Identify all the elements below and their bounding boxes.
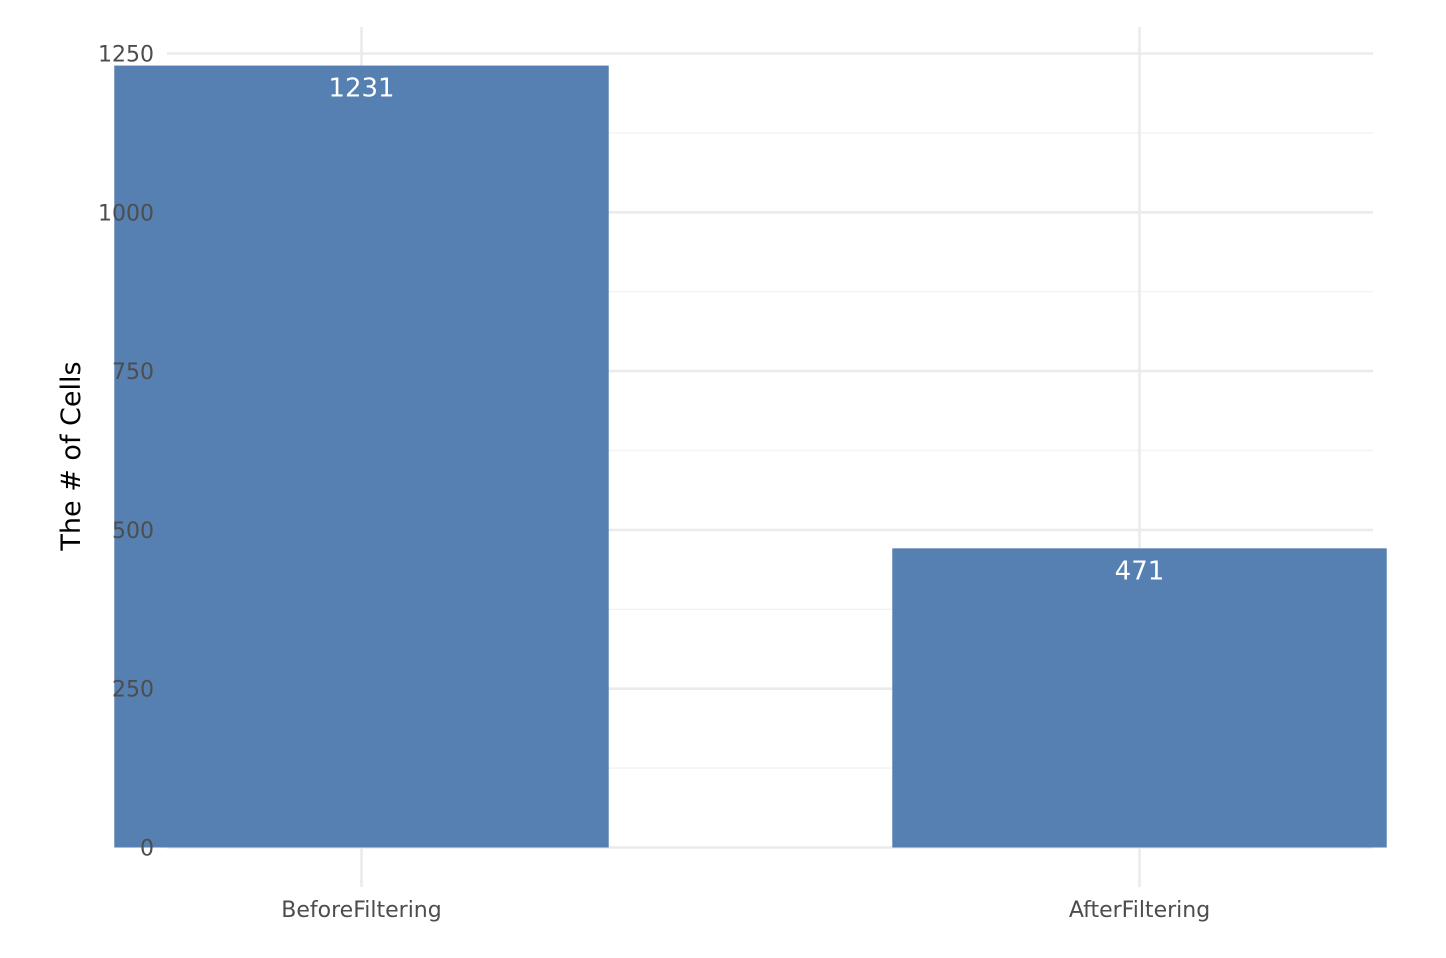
y-tick-label: 1000 [98,201,154,226]
bar-AfterFiltering [892,548,1387,848]
y-axis-ticks: 0 250 500 750 1000 1250 [98,43,154,862]
x-axis-ticks: BeforeFiltering AfterFiltering [281,898,1210,923]
data-label: 1231 [328,74,394,104]
y-tick-label: 500 [112,519,154,544]
x-tick-label: BeforeFiltering [281,898,441,923]
x-tick-label: AfterFiltering [1069,898,1210,923]
y-tick-label: 750 [112,360,154,385]
bar-BeforeFiltering [114,65,609,848]
y-axis-title: The # of Cells [56,361,87,551]
y-tick-label: 250 [112,678,154,703]
y-tick-label: 0 [140,837,154,862]
data-label: 471 [1115,556,1165,586]
y-tick-label: 1250 [98,43,154,68]
bars: 1231 471 [114,65,1387,848]
